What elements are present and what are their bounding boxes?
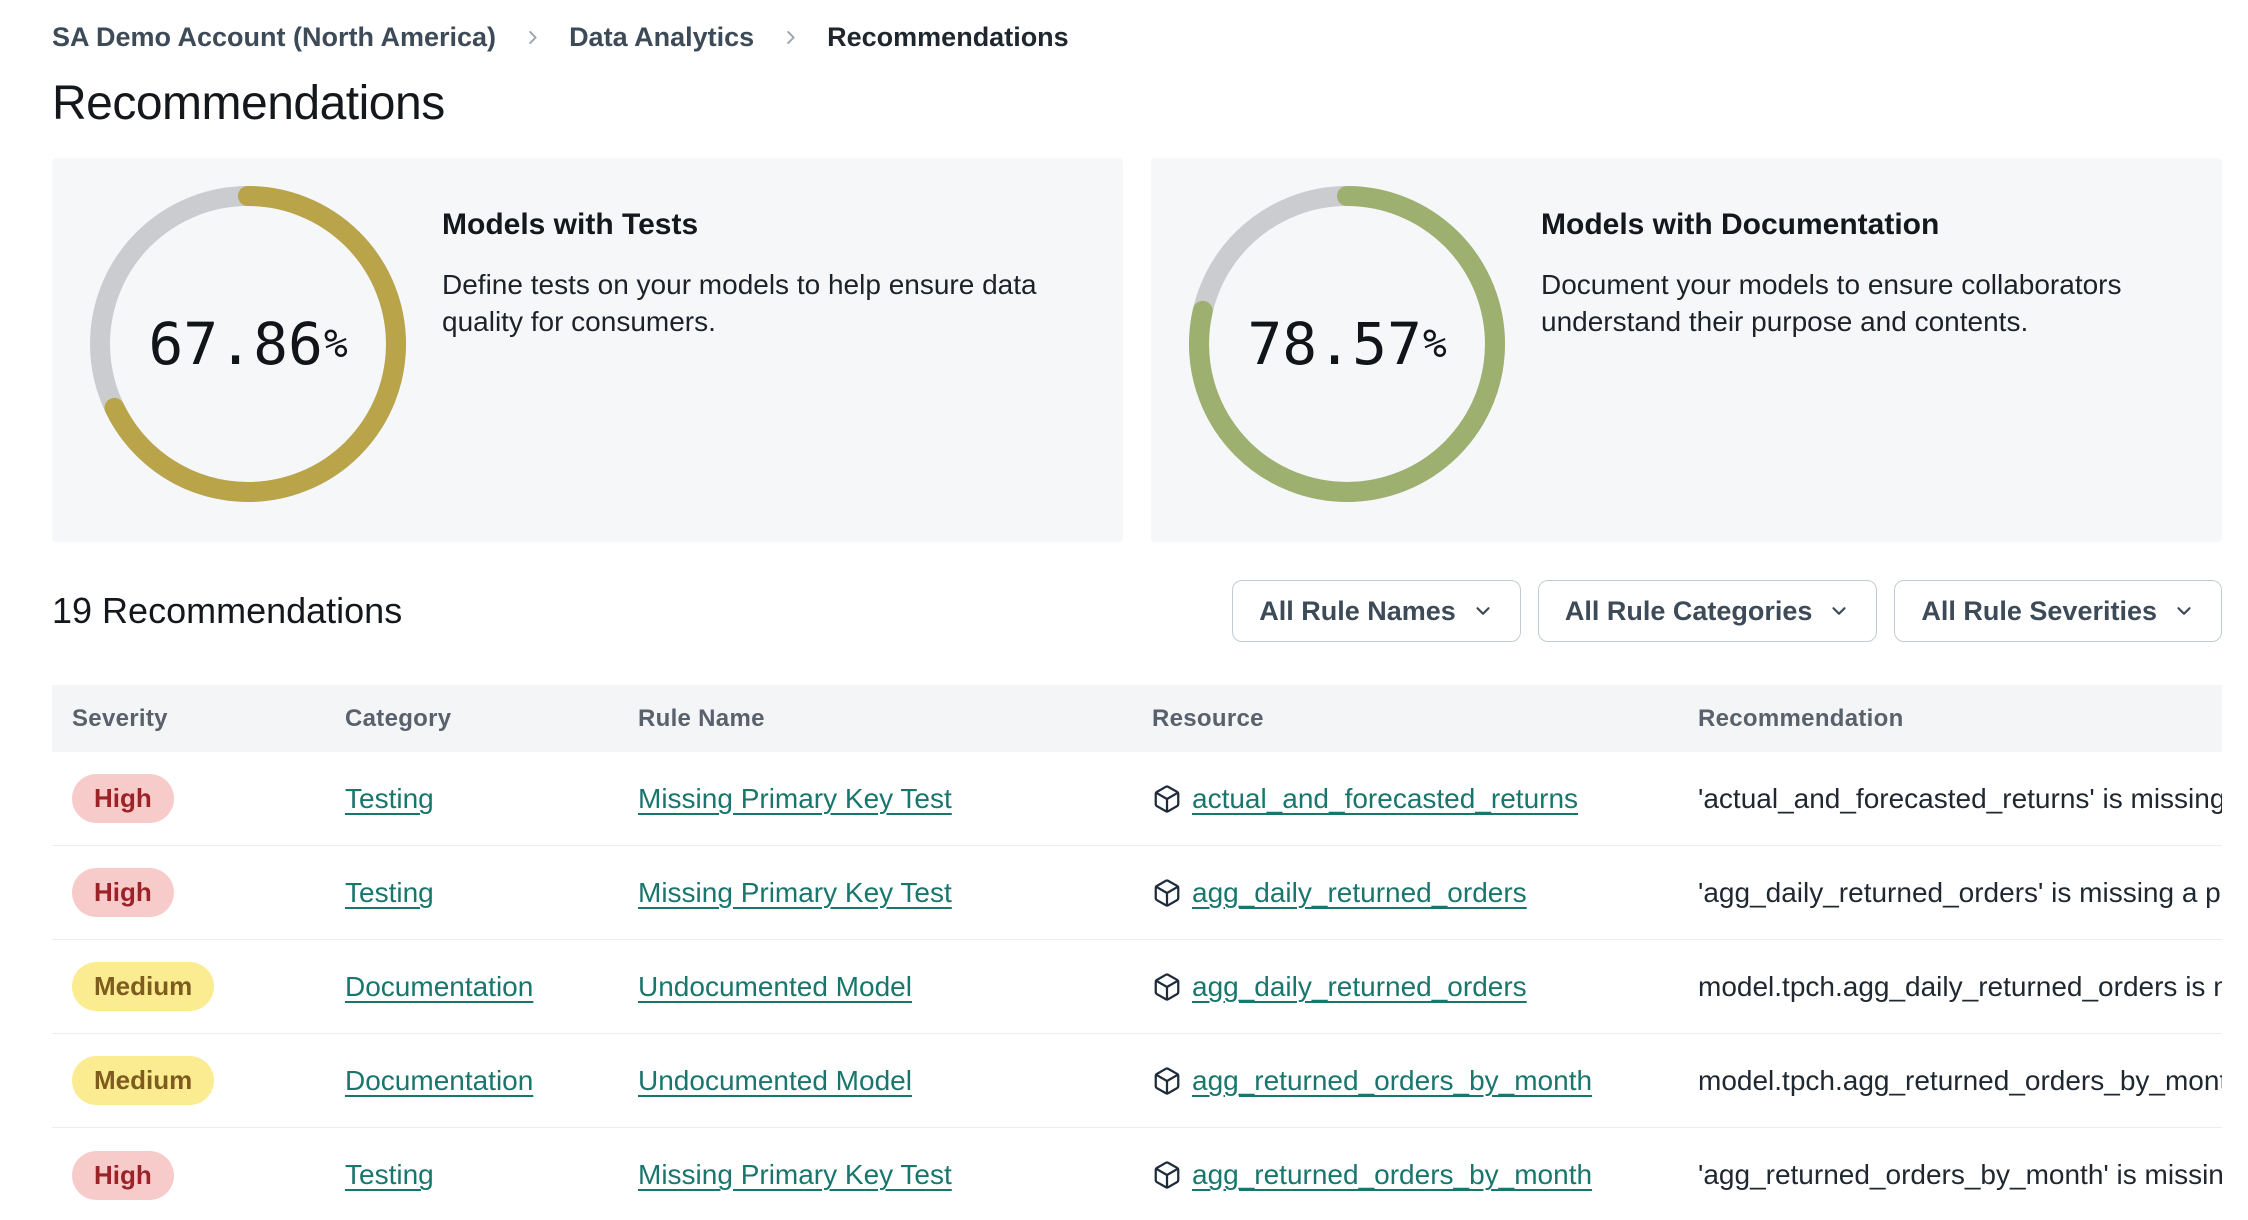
recommendation-text: model.tpch.agg_daily_returned_orders is … [1698, 970, 2222, 1002]
chevron-right-icon [523, 28, 542, 47]
chevron-down-icon [1476, 607, 1490, 615]
category-link[interactable]: Documentation [345, 1064, 534, 1096]
table-row: Medium Documentation Undocumented Model … [52, 940, 2222, 1034]
donut-arc [90, 186, 406, 502]
donut-percent-label: 67.86% [148, 310, 348, 378]
donut-chart-tests: 67.86% [90, 186, 406, 502]
column-header-recommendation: Recommendation [1698, 704, 1904, 732]
table-row: High Testing Missing Primary Key Test ac… [52, 752, 2222, 846]
model-cube-icon [1154, 878, 1180, 907]
chevron-down-icon [2177, 607, 2191, 615]
recommendation-text: 'actual_and_forecasted_returns' is missi… [1698, 782, 2222, 814]
model-cube-icon [1154, 1161, 1180, 1189]
table-row: Medium Documentation Undocumented Model … [52, 1034, 2222, 1128]
column-header-resource: Resource [1152, 704, 1264, 732]
breadcrumb: SA Demo Account (North America) Data Ana… [52, 22, 2222, 52]
column-header-severity: Severity [72, 704, 168, 732]
breadcrumb-item-current: Recommendations [827, 21, 1069, 52]
table-row: High Testing Missing Primary Key Test ag… [52, 846, 2222, 940]
category-link[interactable]: Testing [345, 782, 434, 814]
card-title: Models with Documentation [1541, 208, 1940, 241]
severity-badge: Medium [72, 962, 215, 1011]
filter-rule-names-dropdown[interactable]: All Rule Names [1232, 580, 1521, 642]
table-row: High Testing Missing Primary Key Test ag… [52, 1128, 2222, 1220]
category-link[interactable]: Testing [345, 1159, 434, 1190]
resource-link[interactable]: agg_daily_returned_orders [1192, 970, 1527, 1002]
list-header: 19 Recommendations All Rule Names All Ru… [52, 580, 2222, 642]
recommendations-table: Severity Category Rule Name Resource Rec… [52, 685, 2222, 1220]
model-cube-icon [1154, 1066, 1180, 1095]
rule-name-link[interactable]: Undocumented Model [638, 1064, 912, 1096]
model-cube-icon [1154, 784, 1180, 813]
resource-link[interactable]: agg_returned_orders_by_month [1192, 1064, 1593, 1096]
recommendation-text: 'agg_returned_orders_by_month' is missin… [1698, 1159, 2222, 1190]
chevron-right-icon [781, 28, 800, 47]
rule-name-link[interactable]: Missing Primary Key Test [638, 876, 952, 908]
donut-percent-label: 78.57% [1247, 310, 1447, 378]
card-models-with-documentation: 78.57% Models with Documentation Documen… [1151, 158, 2222, 542]
rule-name-link[interactable]: Missing Primary Key Test [638, 782, 952, 814]
column-header-category: Category [345, 704, 452, 732]
column-header-rule-name: Rule Name [638, 704, 765, 732]
recommendation-text: model.tpch.agg_returned_orders_by_month … [1698, 1064, 2222, 1096]
resource-link[interactable]: agg_daily_returned_orders [1192, 876, 1527, 908]
severity-badge: High [72, 868, 174, 917]
breadcrumb-item-project[interactable]: Data Analytics [569, 21, 755, 52]
filter-bar: All Rule Names All Rule Categories All R… [1232, 580, 2222, 642]
resource-link[interactable]: actual_and_forecasted_returns [1192, 782, 1579, 814]
recommendations-count-heading: 19 Recommendations [52, 590, 403, 631]
card-description: Document your models to ensure collabora… [1541, 269, 2122, 337]
category-link[interactable]: Documentation [345, 970, 534, 1002]
category-link[interactable]: Testing [345, 876, 434, 908]
model-cube-icon [1154, 972, 1180, 1001]
breadcrumb-item-account[interactable]: SA Demo Account (North America) [52, 21, 497, 52]
page-title: Recommendations [52, 77, 445, 130]
donut-arc [1189, 186, 1505, 502]
severity-badge: High [72, 1150, 174, 1200]
severity-badge: Medium [72, 1056, 215, 1105]
resource-link[interactable]: agg_returned_orders_by_month [1192, 1159, 1593, 1190]
rule-name-link[interactable]: Missing Primary Key Test [638, 1159, 952, 1190]
card-title: Models with Tests [442, 208, 699, 241]
severity-badge: High [72, 774, 174, 823]
card-description: Define tests on your models to help ensu… [442, 269, 1037, 337]
donut-chart-documentation: 78.57% [1189, 186, 1505, 502]
recommendation-text: 'agg_daily_returned_orders' is missing a… [1698, 876, 2222, 908]
rule-name-link[interactable]: Undocumented Model [638, 970, 912, 1002]
card-models-with-tests: 67.86% Models with Tests Define tests on… [52, 158, 1123, 542]
stat-cards: 67.86% Models with Tests Define tests on… [52, 158, 2222, 542]
chevron-down-icon [1832, 607, 1846, 615]
filter-rule-categories-dropdown[interactable]: All Rule Categories [1537, 580, 1878, 642]
filter-rule-severities-dropdown[interactable]: All Rule Severities [1894, 580, 2222, 642]
table-header: Severity Category Rule Name Resource Rec… [52, 685, 2222, 752]
